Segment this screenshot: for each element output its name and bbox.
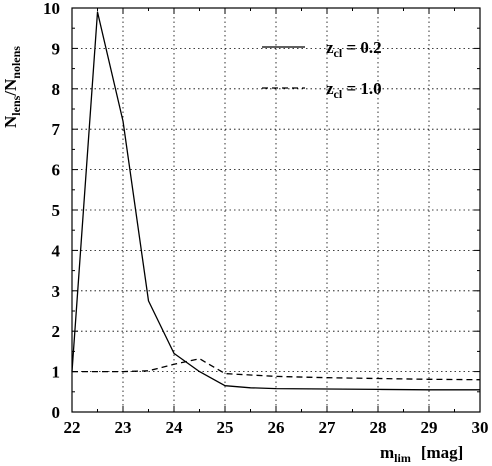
x-tick-label: 30 <box>472 418 489 437</box>
legend-entry-0: zcl = 0.2 <box>262 38 382 60</box>
legend: zcl = 0.2 zcl = 1.0 <box>262 38 382 101</box>
y-tick-label: 1 <box>52 363 61 382</box>
y-tick-label: 0 <box>52 403 61 422</box>
y-tick-label: 4 <box>52 241 61 260</box>
axis-ticks <box>71 7 481 413</box>
x-tick-label: 27 <box>319 418 337 437</box>
y-tick-labels: 0 1 2 3 4 5 6 7 8 9 10 <box>43 0 61 422</box>
legend-label-0-value: = 0.2 <box>342 38 381 57</box>
x-tick-label: 29 <box>421 418 438 437</box>
x-axis-label-unit: [mag] <box>421 443 463 462</box>
y-axis-label-slash: /N <box>1 78 20 97</box>
x-tick-label: 22 <box>64 418 81 437</box>
legend-label-1: zcl = 1.0 <box>326 79 382 101</box>
y-tick-label: 9 <box>52 39 61 58</box>
x-tick-label: 26 <box>268 418 285 437</box>
series-lines <box>71 11 481 391</box>
legend-label-1-value: = 1.0 <box>342 79 381 98</box>
x-tick-label: 28 <box>370 418 387 437</box>
x-tick-label: 25 <box>217 418 234 437</box>
legend-entry-1: zcl = 1.0 <box>262 79 382 101</box>
y-tick-label: 2 <box>52 322 61 341</box>
x-tick-label: 24 <box>166 418 184 437</box>
x-axis-label-sub: lim <box>394 451 411 465</box>
y-tick-label: 6 <box>52 161 61 180</box>
y-axis-label: Nlens/Nnolens <box>1 46 23 128</box>
legend-label-0-sub: cl <box>334 46 343 60</box>
legend-label-0: zcl = 0.2 <box>326 38 382 60</box>
y-tick-label: 7 <box>52 120 61 139</box>
y-tick-label: 5 <box>52 201 61 220</box>
y-tick-label: 3 <box>52 282 61 301</box>
y-axis-label-sub1: lens <box>9 95 23 115</box>
legend-label-0-main: z <box>326 38 334 57</box>
y-tick-label: 8 <box>52 80 61 99</box>
y-tick-label: 10 <box>43 0 60 18</box>
x-axis-label: mlim [mag] <box>380 443 463 465</box>
x-tick-labels: 22 23 24 25 26 27 28 29 30 <box>64 418 489 437</box>
y-axis-label-main: N <box>1 115 20 128</box>
series-line-solid <box>71 11 480 391</box>
y-axis-label-sub2: nolens <box>9 46 23 79</box>
x-axis-label-main: m <box>380 443 394 462</box>
legend-label-1-main: z <box>326 79 334 98</box>
grid <box>72 8 480 412</box>
x-tick-label: 23 <box>115 418 132 437</box>
legend-label-1-sub: cl <box>334 87 343 101</box>
